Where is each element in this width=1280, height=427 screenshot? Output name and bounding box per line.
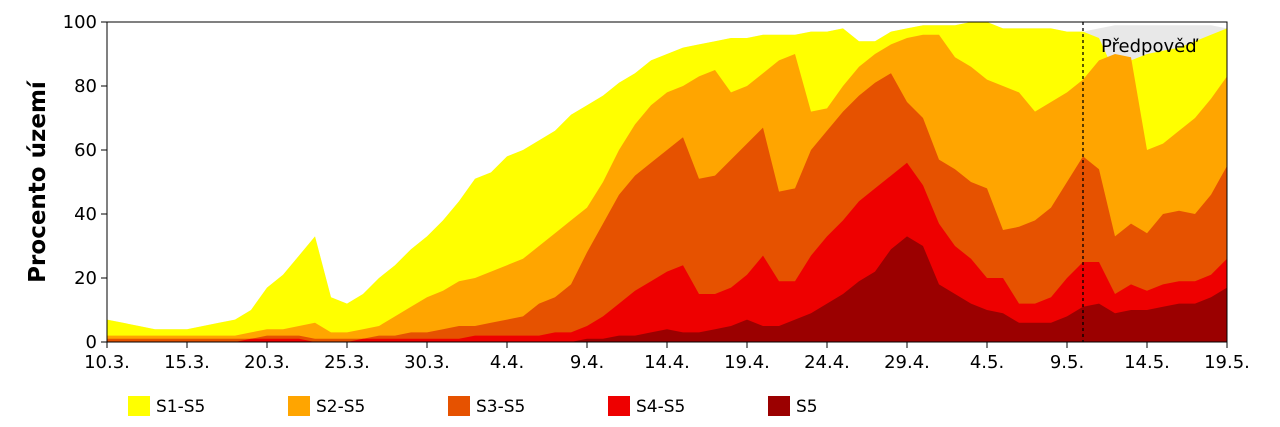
x-tick-label: 19.4. xyxy=(724,352,770,373)
legend-label: S4-S5 xyxy=(636,397,685,417)
legend-label: S3-S5 xyxy=(476,397,525,417)
legend-swatch xyxy=(608,396,630,416)
x-tick-label: 10.3. xyxy=(84,352,130,373)
y-tick-label: 20 xyxy=(74,268,97,289)
x-tick-label: 30.3. xyxy=(404,352,450,373)
legend-label: S2-S5 xyxy=(316,397,365,417)
x-tick-label: 20.3. xyxy=(244,352,290,373)
y-tick-label: 0 xyxy=(86,332,97,353)
legend-swatch xyxy=(768,396,790,416)
legend-label: S1-S5 xyxy=(156,397,205,417)
y-tick-label: 80 xyxy=(74,76,97,97)
y-tick-label: 40 xyxy=(74,204,97,225)
x-tick-label: 14.5. xyxy=(1124,352,1170,373)
y-tick-label: 100 xyxy=(63,12,97,33)
x-tick-label: 29.4. xyxy=(884,352,930,373)
x-tick-label: 24.4. xyxy=(804,352,850,373)
x-tick-label: 15.3. xyxy=(164,352,210,373)
legend-swatch xyxy=(128,396,150,416)
y-axis-label: Procento území xyxy=(25,80,51,283)
x-tick-label: 19.5. xyxy=(1204,352,1250,373)
forecast-label: Předpověď xyxy=(1101,36,1199,57)
legend-label: S5 xyxy=(796,397,818,417)
legend-swatch xyxy=(448,396,470,416)
x-tick-label: 14.4. xyxy=(644,352,690,373)
x-tick-label: 4.5. xyxy=(970,352,1004,373)
x-tick-label: 4.4. xyxy=(490,352,524,373)
x-tick-label: 9.4. xyxy=(570,352,604,373)
series-area-s5 xyxy=(107,236,1227,342)
x-tick-label: 25.3. xyxy=(324,352,370,373)
legend-swatch xyxy=(288,396,310,416)
x-tick-label: 9.5. xyxy=(1050,352,1084,373)
y-tick-label: 60 xyxy=(74,140,97,161)
